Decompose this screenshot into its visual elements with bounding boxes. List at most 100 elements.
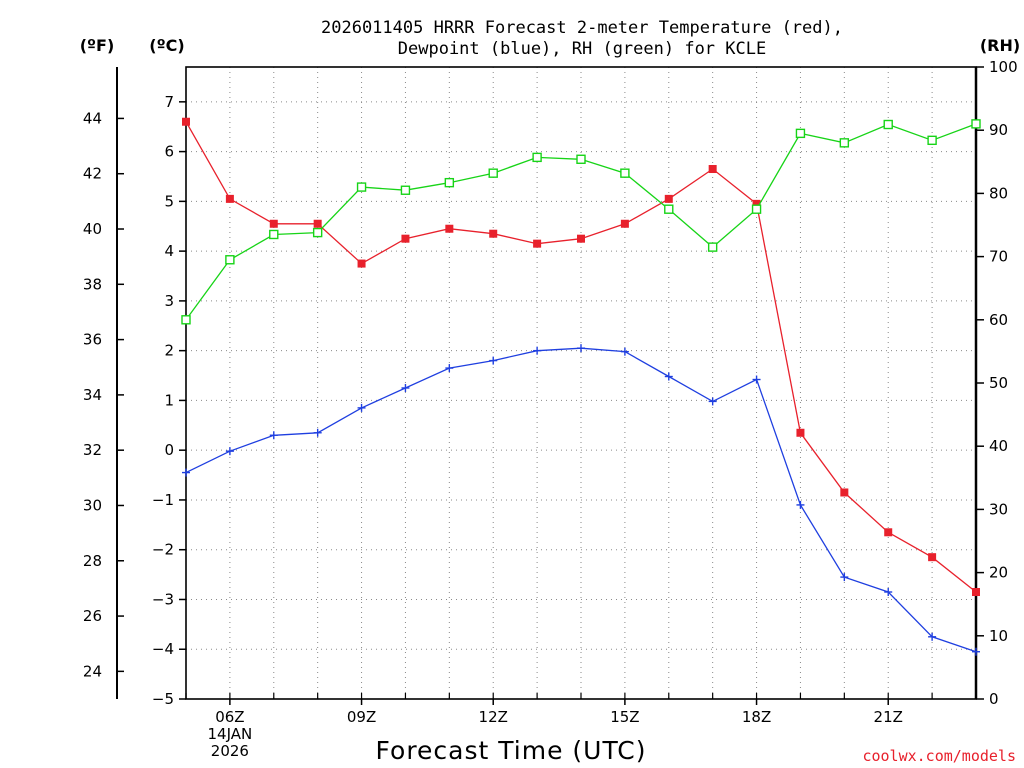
rh-line — [185, 123, 977, 321]
celsius-tick-label: −4 — [152, 640, 174, 658]
dewpoint-point — [708, 397, 717, 406]
temperature-point — [752, 199, 761, 208]
rh-point — [444, 177, 455, 188]
axes: −5−4−3−2−1012345672426283032343638404244… — [83, 58, 1018, 760]
celsius-unit-label: (ºC) — [149, 36, 184, 55]
temperature-point — [972, 588, 980, 597]
celsius-tick-label: 0 — [164, 441, 174, 459]
dewpoint-point — [972, 647, 980, 656]
x-axis-title: Forecast Time (UTC) — [376, 736, 647, 765]
celsius-tick-label: −3 — [152, 590, 174, 608]
rh-point — [400, 185, 411, 195]
dewpoint-point — [269, 431, 278, 440]
x-tick-label: 14JAN — [208, 725, 253, 743]
dewpoint-point — [577, 344, 585, 353]
temperature-point — [313, 219, 322, 228]
dewpoint-point — [664, 372, 673, 381]
chart-title-line-2: Dewpoint (blue), RH (green) for KCLE — [398, 39, 766, 59]
rh-point — [971, 119, 981, 129]
rh-point — [312, 227, 323, 238]
temperature-point — [269, 219, 278, 228]
dewpoint-point — [489, 356, 498, 365]
rh-tick-label: 80 — [989, 184, 1008, 202]
temperature-point — [840, 488, 849, 497]
rh-tick-label: 20 — [989, 564, 1008, 582]
temperature-point — [928, 553, 937, 562]
celsius-tick-label: −5 — [152, 690, 174, 708]
dewpoint-point — [796, 500, 805, 509]
fahrenheit-tick-label: 26 — [83, 607, 102, 625]
temperature-point — [708, 165, 717, 174]
fahrenheit-tick-label: 36 — [83, 331, 102, 349]
temperature-point — [357, 259, 366, 268]
rh-tick-label: 60 — [989, 311, 1008, 329]
rh-tick-label: 50 — [989, 374, 1008, 392]
rh-tick-label: 0 — [989, 690, 999, 708]
dewpoint-point — [445, 364, 454, 373]
fahrenheit-tick-label: 44 — [83, 109, 102, 127]
fahrenheit-unit-label: (ºF) — [80, 36, 115, 55]
rh-point — [927, 135, 937, 146]
celsius-tick-label: −2 — [152, 541, 174, 559]
fahrenheit-tick-label: 42 — [83, 165, 102, 183]
temperature-point — [445, 224, 454, 233]
temperature-point — [182, 117, 190, 126]
x-tick-label: 18Z — [742, 708, 771, 726]
rh-point — [795, 128, 806, 139]
temperature-point — [401, 234, 410, 243]
x-tick-label: 06Z — [215, 708, 244, 726]
temperature-point — [225, 194, 234, 203]
dewpoint-point — [884, 588, 893, 597]
fahrenheit-tick-label: 34 — [83, 386, 102, 404]
temperature-point — [884, 528, 893, 537]
rh-point — [883, 119, 893, 130]
x-tick-label: 2026 — [211, 742, 249, 760]
chart-title-line-1: 2026011405 HRRR Forecast 2-meter Tempera… — [321, 18, 843, 38]
series-layer — [181, 117, 981, 656]
celsius-tick-label: 1 — [164, 391, 174, 409]
rh-unit-label: (RH) — [980, 36, 1020, 55]
fahrenheit-tick-label: 32 — [83, 441, 102, 459]
rh-tick-label: 40 — [989, 437, 1008, 455]
celsius-tick-label: −1 — [152, 491, 174, 509]
temperature-point — [489, 229, 498, 238]
temperature-point — [796, 428, 805, 437]
dewpoint-point — [182, 468, 190, 477]
rh-point — [664, 204, 674, 214]
celsius-tick-label: 6 — [164, 143, 174, 161]
dewpoint-point — [401, 383, 410, 392]
rh-point — [839, 138, 850, 148]
dewpoint-point — [752, 375, 761, 384]
rh-tick-label: 100 — [989, 58, 1018, 76]
celsius-tick-label: 3 — [164, 292, 174, 310]
x-tick-label: 12Z — [479, 708, 508, 726]
dewpoint-point — [357, 403, 366, 412]
x-tick-label: 09Z — [347, 708, 376, 726]
rh-point — [707, 242, 718, 252]
x-tick-label: 15Z — [610, 708, 639, 726]
rh-tick-label: 10 — [989, 627, 1008, 645]
fahrenheit-tick-label: 28 — [83, 552, 102, 570]
fahrenheit-tick-label: 30 — [83, 496, 102, 514]
celsius-tick-label: 7 — [164, 93, 174, 111]
dewpoint-point — [620, 347, 629, 356]
temperature-point — [533, 239, 542, 248]
site-credit[interactable]: coolwx.com/models — [862, 747, 1016, 765]
rh-point — [620, 168, 630, 178]
dewpoint-point — [313, 428, 322, 437]
celsius-tick-label: 2 — [164, 342, 174, 360]
rh-point — [576, 154, 586, 164]
rh-point — [225, 255, 235, 265]
fahrenheit-tick-label: 38 — [83, 275, 102, 293]
rh-point — [181, 315, 191, 325]
rh-point — [269, 229, 279, 240]
dewpoint-point — [928, 632, 937, 641]
rh-point — [488, 168, 498, 178]
rh-tick-label: 70 — [989, 248, 1008, 266]
fahrenheit-tick-label: 40 — [83, 220, 102, 238]
rh-point — [356, 182, 367, 192]
dewpoint-point — [840, 573, 849, 582]
celsius-tick-label: 4 — [164, 242, 174, 260]
celsius-tick-label: 5 — [164, 192, 174, 210]
